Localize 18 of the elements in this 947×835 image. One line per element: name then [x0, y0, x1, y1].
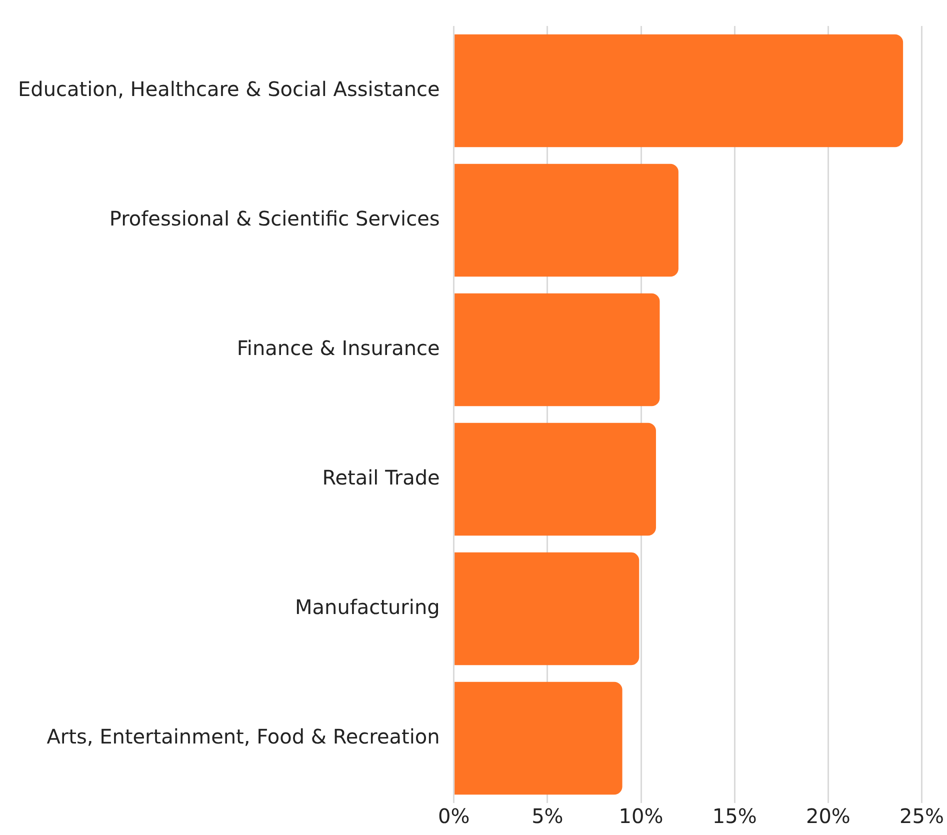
y-tick-label: Arts, Entertainment, Food & Recreation [46, 724, 440, 748]
y-tick-label: Manufacturing [295, 594, 440, 619]
bar [454, 422, 656, 536]
bar [454, 682, 622, 795]
x-tick-label: 10% [618, 804, 664, 828]
x-tick-label: 20% [806, 804, 850, 828]
y-tick-label: Education, Healthcare & Social Assistance [18, 76, 440, 101]
bar [454, 293, 660, 406]
y-tick-label: Professional & Scientific Services [109, 206, 440, 230]
x-tick-label: 5% [532, 804, 564, 828]
bar [454, 164, 678, 277]
x-tick-label: 0% [438, 804, 470, 828]
y-tick-label: Retail Trade [322, 465, 440, 490]
bar [454, 34, 904, 148]
x-tick-label: 15% [712, 804, 757, 828]
bar [454, 552, 640, 666]
x-tick-label: 25% [900, 804, 944, 828]
y-tick-label: Finance & Insurance [236, 336, 440, 360]
